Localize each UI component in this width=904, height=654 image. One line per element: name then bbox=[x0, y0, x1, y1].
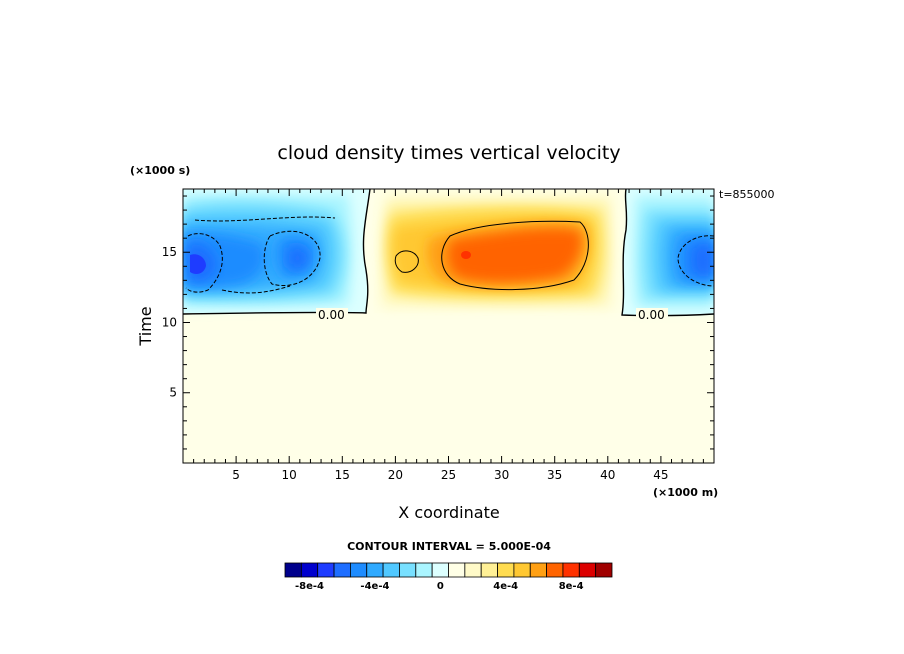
x-axis-label: X coordinate bbox=[398, 503, 499, 522]
colorbar-swatch bbox=[578, 562, 597, 578]
x-tick-label: 10 bbox=[282, 468, 297, 482]
colorbar-swatch bbox=[513, 562, 531, 578]
colorbar-tick-label: -4e-4 bbox=[360, 581, 389, 592]
colorbar-swatch bbox=[529, 562, 548, 578]
negative-region-left bbox=[183, 189, 371, 315]
colorbar-swatch bbox=[415, 562, 433, 578]
colorbar-swatch bbox=[349, 562, 368, 578]
colorbar-tick-label: -8e-4 bbox=[295, 581, 324, 592]
contour-line-label-right: 0.00 bbox=[638, 308, 665, 322]
x-tick-label: 45 bbox=[653, 468, 668, 482]
y-units-label: (×1000 s) bbox=[130, 164, 190, 177]
colorbar-swatch bbox=[464, 562, 482, 578]
axes: 5 10 15 20 25 30 35 40 45 5 10 15 bbox=[162, 189, 715, 482]
x-units-label: (×1000 m) bbox=[653, 486, 718, 499]
colorbar-swatch bbox=[480, 562, 498, 578]
colorbar-swatch bbox=[546, 562, 564, 578]
x-tick-label: 40 bbox=[600, 468, 615, 482]
contour-interval-label: CONTOUR INTERVAL = 5.000E-04 bbox=[347, 540, 551, 553]
colorbar: -8e-4 -4e-4 0 4e-4 8e-4 bbox=[284, 562, 613, 592]
positive-region-center bbox=[372, 189, 620, 313]
colorbar-swatch bbox=[431, 562, 449, 578]
colorbar-swatch bbox=[317, 562, 335, 578]
chart-title: cloud density times vertical velocity bbox=[277, 142, 620, 164]
contour-line-label-left: 0.00 bbox=[318, 308, 345, 322]
x-tick-label: 35 bbox=[547, 468, 562, 482]
negative-region-right bbox=[621, 189, 714, 317]
x-tick-label: 20 bbox=[388, 468, 403, 482]
colorbar-swatch bbox=[497, 562, 515, 578]
x-tick-label: 15 bbox=[335, 468, 350, 482]
heatmap-field bbox=[183, 189, 714, 463]
colorbar-swatch bbox=[333, 562, 351, 578]
colorbar-swatch bbox=[284, 562, 302, 578]
colorbar-swatch bbox=[382, 562, 400, 578]
time-annotation: t=855000 bbox=[719, 188, 775, 201]
colorbar-swatch bbox=[366, 562, 384, 578]
y-tick-label: 15 bbox=[162, 245, 177, 259]
colorbar-swatch bbox=[595, 562, 613, 578]
colorbar-tick-label: 0 bbox=[437, 581, 444, 592]
colorbar-tick-label: 8e-4 bbox=[559, 581, 584, 592]
colorbar-swatch bbox=[300, 562, 319, 578]
colorbar-tick-label: 4e-4 bbox=[493, 581, 518, 592]
x-tick-label: 5 bbox=[232, 468, 240, 482]
y-axis-label: Time bbox=[136, 306, 155, 346]
y-tick-label: 10 bbox=[162, 315, 177, 329]
colorbar-swatch bbox=[448, 562, 466, 578]
colorbar-swatch bbox=[562, 562, 580, 578]
x-tick-label: 25 bbox=[441, 468, 456, 482]
x-tick-label: 30 bbox=[494, 468, 509, 482]
colorbar-swatch bbox=[399, 562, 417, 578]
y-tick-label: 5 bbox=[169, 386, 177, 400]
